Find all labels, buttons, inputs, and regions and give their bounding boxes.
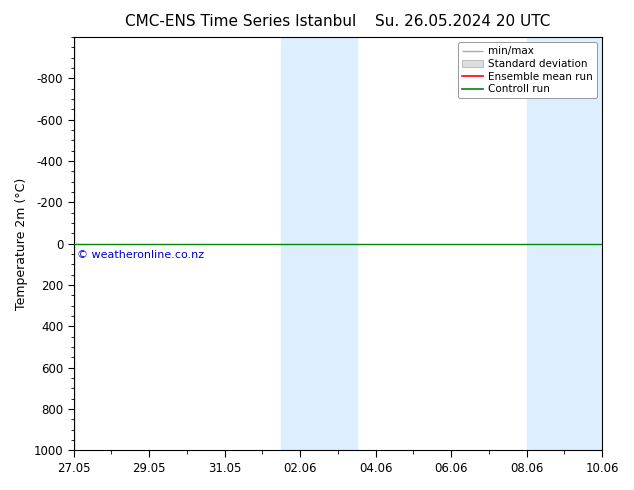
Bar xyxy=(281,37,357,450)
Bar xyxy=(74,37,75,450)
Text: CMC-ENS Time Series Istanbul: CMC-ENS Time Series Istanbul xyxy=(126,14,356,29)
Y-axis label: Temperature 2m (°C): Temperature 2m (°C) xyxy=(15,177,28,310)
Bar xyxy=(527,37,602,450)
Text: © weatheronline.co.nz: © weatheronline.co.nz xyxy=(77,250,205,260)
Text: Su. 26.05.2024 20 UTC: Su. 26.05.2024 20 UTC xyxy=(375,14,550,29)
Legend: min/max, Standard deviation, Ensemble mean run, Controll run: min/max, Standard deviation, Ensemble me… xyxy=(458,42,597,98)
